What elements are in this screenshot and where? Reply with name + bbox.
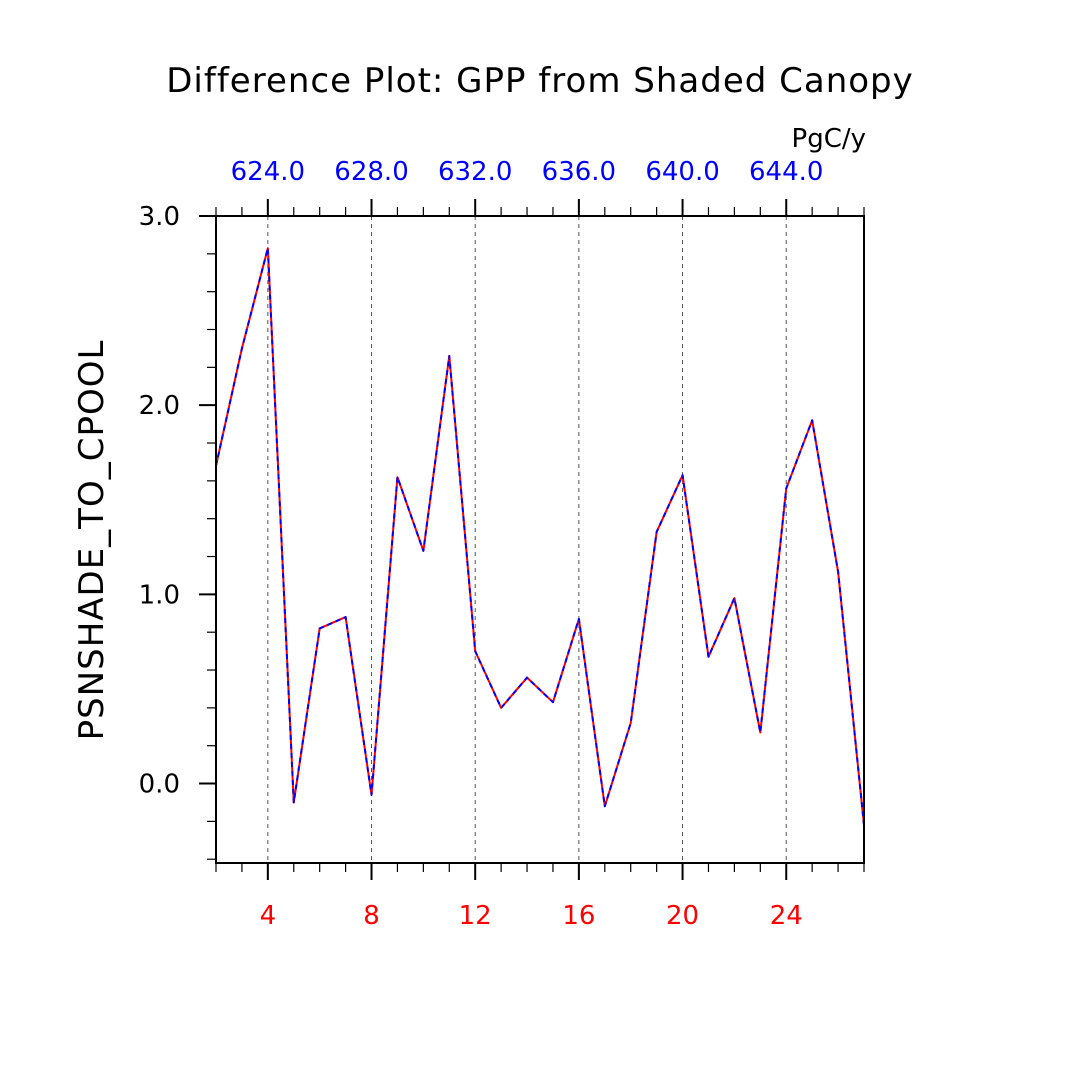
x-top-tick-label: 640.0 [645, 157, 719, 187]
series-line-1 [215, 247, 865, 826]
series-line-2 [215, 247, 865, 826]
x-bottom-tick-label: 8 [363, 901, 380, 931]
tick-labels: 0.0 1.0 2.0 3.0 4 8 12 16 20 24 624.0 628.0 632.0 636… [139, 157, 824, 931]
grid-lines [267, 216, 787, 863]
x-top-tick-label: 628.0 [334, 157, 408, 187]
x-top-tick-label: 624.0 [231, 157, 305, 187]
x-bottom-tick-label: 12 [459, 901, 492, 931]
series-layer [215, 247, 865, 826]
y-axis-label: PSNSHADE_TO_CPOOL [72, 340, 112, 741]
x-bottom-tick-label: 20 [666, 901, 699, 931]
x-top-tick-label: 632.0 [438, 157, 512, 187]
x-top-tick-label: 644.0 [749, 157, 823, 187]
y-tick-label: 2.0 [139, 391, 180, 421]
x-top-tick-label: 636.0 [542, 157, 616, 187]
chart-title: Difference Plot: GPP from Shaded Canopy [166, 61, 914, 101]
y-tick-label: 1.0 [139, 580, 180, 610]
y-tick-label: 3.0 [139, 202, 180, 232]
axis-ticks [199, 199, 865, 880]
x-bottom-tick-label: 24 [770, 901, 803, 931]
top-axis-units: PgC/y [792, 124, 866, 154]
x-bottom-tick-label: 4 [260, 901, 277, 931]
y-tick-label: 0.0 [139, 770, 180, 800]
x-bottom-tick-label: 16 [562, 901, 595, 931]
plot-frame [215, 215, 865, 864]
